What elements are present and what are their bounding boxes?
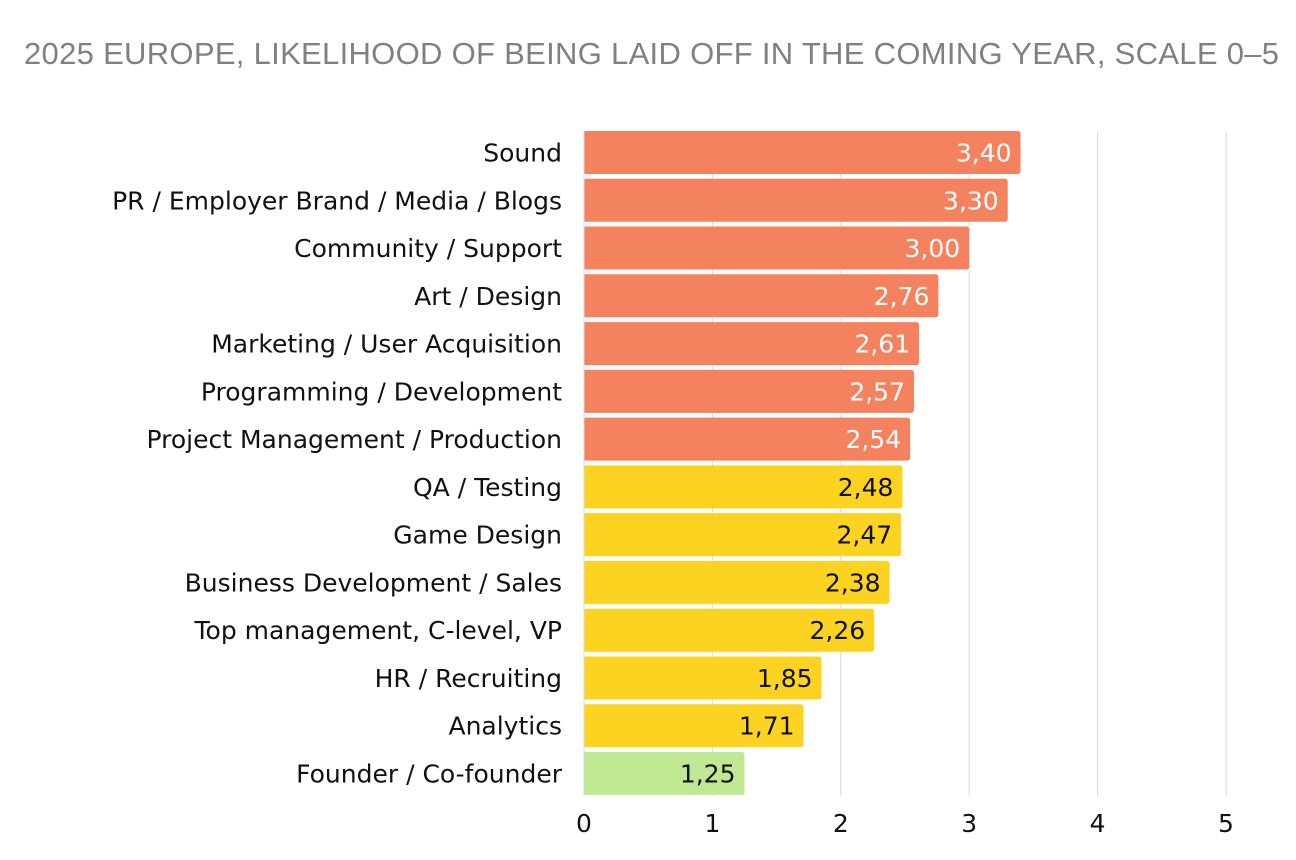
category-label: Sound <box>483 139 562 168</box>
category-label: Top management, C-level, VP <box>194 616 563 645</box>
bar <box>584 131 1021 174</box>
data-label: 3,30 <box>943 186 999 215</box>
category-label: HR / Recruiting <box>375 664 562 693</box>
bar <box>584 274 939 318</box>
category-label: Analytics <box>448 712 562 741</box>
x-tick-label: 1 <box>704 809 720 838</box>
data-label: 2,54 <box>845 425 901 454</box>
x-tick-label: 4 <box>1090 809 1106 838</box>
data-label: 3,00 <box>905 234 961 263</box>
bar <box>584 656 822 700</box>
category-label: Founder / Co-founder <box>296 760 563 789</box>
category-label: Programming / Development <box>201 377 562 406</box>
data-label: 2,26 <box>810 616 866 645</box>
bar <box>584 322 920 366</box>
bar <box>584 513 902 557</box>
x-tick-label: 5 <box>1218 809 1234 838</box>
data-label: 3,40 <box>956 139 1012 168</box>
category-label: Marketing / User Acquisition <box>211 330 562 359</box>
data-label: 2,61 <box>854 330 910 359</box>
data-label: 1,25 <box>680 760 736 789</box>
data-label: 2,57 <box>849 377 905 406</box>
x-tick-label: 2 <box>833 809 849 838</box>
chart-title: 2025 EUROPE, LIKELIHOOD OF BEING LAID OF… <box>24 36 1280 71</box>
bar <box>584 226 970 270</box>
bar <box>584 369 914 413</box>
category-label: Community / Support <box>294 234 562 263</box>
category-label: Business Development / Sales <box>185 568 562 597</box>
bar <box>584 465 903 509</box>
data-label: 1,85 <box>757 664 813 693</box>
bar <box>584 178 1008 222</box>
bar <box>584 417 911 461</box>
x-tick-label: 3 <box>961 809 977 838</box>
x-tick-label: 0 <box>576 809 592 838</box>
category-label: Game Design <box>393 521 562 550</box>
data-label: 2,76 <box>874 282 930 311</box>
data-label: 1,71 <box>739 712 795 741</box>
data-label: 2,48 <box>838 473 894 502</box>
bar <box>584 752 745 796</box>
bar <box>584 608 875 652</box>
category-label: Project Management / Production <box>147 425 563 454</box>
bar <box>584 704 804 748</box>
data-label: 2,47 <box>836 521 892 550</box>
category-label: Art / Design <box>414 282 562 311</box>
category-label: QA / Testing <box>413 473 562 502</box>
data-label: 2,38 <box>825 568 881 597</box>
category-label: PR / Employer Brand / Media / Blogs <box>112 186 562 215</box>
bar <box>584 560 890 604</box>
